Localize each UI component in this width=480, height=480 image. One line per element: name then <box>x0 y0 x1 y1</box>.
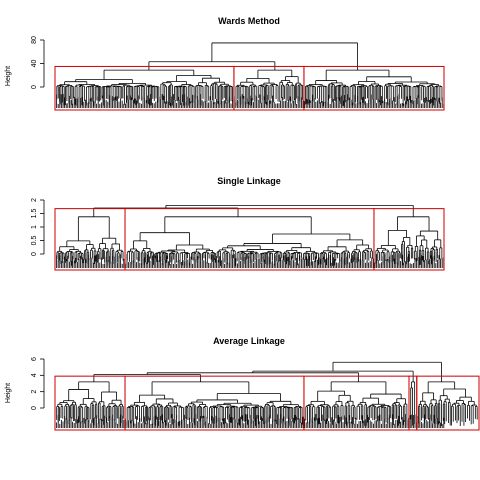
y-tick-label: 6 <box>31 357 38 361</box>
chart-title-single: Single Linkage <box>217 176 281 186</box>
y-axis-single: 0 0.5 1 1.5 2 <box>31 198 44 256</box>
chart-title-average: Average Linkage <box>213 336 285 346</box>
y-tick-label: 80 <box>31 36 38 44</box>
y-tick-label: 2 <box>31 198 38 202</box>
y-tick-label: 40 <box>31 60 38 68</box>
dendrogram-panel-single: Single Linkage 0 0.5 1 1.5 2 <box>31 176 444 270</box>
cluster-boxes-single <box>55 209 444 270</box>
y-axis-average: 0 2 4 6 <box>31 357 44 410</box>
y-tick-label: 0.5 <box>31 236 38 246</box>
dendrogram-panel-average: Average Linkage 0 2 4 6 Height <box>5 336 479 430</box>
dendrogram-panel-wards: Wards Method 0 40 80 Height <box>5 16 444 110</box>
y-tick-label: 4 <box>31 373 38 377</box>
dendrogram-tree-single <box>55 205 444 268</box>
y-axis-label-wards: Height <box>5 66 12 86</box>
leaf-label-band <box>55 254 444 268</box>
leaf-label-band <box>55 414 444 428</box>
y-tick-label: 1.5 <box>31 209 38 219</box>
y-axis-label-average: Height <box>5 383 12 403</box>
y-tick-label: 2 <box>31 390 38 394</box>
dendrogram-tree-average <box>55 362 477 428</box>
chart-title-wards: Wards Method <box>218 16 280 26</box>
y-tick-label: 0 <box>31 252 38 256</box>
dendrogram-tree-wards <box>55 43 444 108</box>
y-tick-label: 1 <box>31 225 38 229</box>
y-tick-label: 0 <box>31 85 38 89</box>
y-tick-label: 0 <box>31 406 38 410</box>
y-axis-wards: 0 40 80 <box>31 36 44 89</box>
